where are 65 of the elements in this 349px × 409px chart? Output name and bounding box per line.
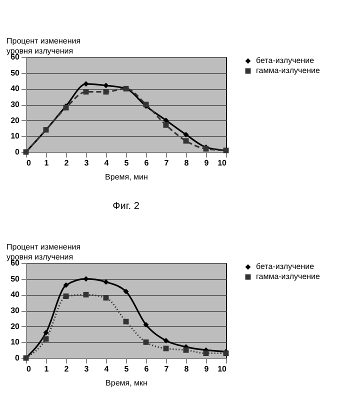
y-tick-label: 30 — [10, 306, 20, 315]
point — [203, 350, 209, 356]
point — [103, 82, 109, 88]
y-tick-label: 40 — [10, 290, 20, 300]
legend-label: бета-излучение — [256, 262, 315, 271]
x-tick-label: 4 — [104, 158, 110, 168]
x-tick-label: 9 — [204, 158, 210, 168]
x-tick-label: 0 — [26, 364, 32, 374]
point — [103, 279, 109, 285]
x-tick-label: 7 — [164, 158, 170, 168]
y-tick-label: 10 — [10, 132, 20, 141]
point — [123, 288, 129, 294]
x-axis-title: Время, мин — [105, 172, 148, 182]
y-tick-label: 30 — [10, 100, 20, 109]
legend-label: гамма-излучение — [256, 272, 321, 281]
y-tick-label: 20 — [10, 322, 20, 331]
x-tick-label: 4 — [104, 364, 110, 374]
x-tick-label: 6 — [144, 364, 150, 374]
y-tick-label: 60 — [10, 52, 20, 62]
point — [63, 282, 69, 288]
x-tick-label: 2 — [64, 158, 70, 168]
x-tick-label: 0 — [26, 158, 32, 168]
point — [43, 330, 49, 336]
point — [123, 318, 129, 324]
point — [83, 81, 89, 87]
x-tick-label: 10 — [218, 364, 228, 374]
point — [163, 338, 169, 344]
point — [103, 295, 109, 301]
point — [183, 347, 189, 353]
y-tick-label: 0 — [15, 148, 20, 156]
x-tick-label: 6 — [144, 158, 150, 168]
point — [143, 339, 149, 345]
x-tick-label: 8 — [184, 158, 190, 168]
point — [63, 294, 69, 299]
x-tick-label: 9 — [204, 364, 210, 374]
x-tick-label: 2 — [64, 364, 70, 374]
x-tick-label: 10 — [218, 158, 228, 168]
x-axis-title: Время, мкн — [106, 378, 148, 388]
point — [83, 89, 89, 95]
x-tick-label: 5 — [124, 158, 130, 168]
y-tick-label: 50 — [10, 68, 20, 78]
point — [83, 276, 89, 282]
point — [183, 138, 189, 144]
y-tick-label: 0 — [15, 354, 20, 362]
x-tick-label: 1 — [44, 364, 50, 374]
legend-label: гамма-излучение — [256, 66, 321, 75]
y-tick-label: 40 — [10, 84, 20, 94]
y-tick-label: 10 — [10, 338, 20, 347]
text: Фиг. 2 — [112, 201, 140, 212]
y-axis-title: Процент изменения уровня излучения — [6, 36, 81, 56]
point — [103, 89, 109, 95]
x-tick-label: 8 — [184, 364, 190, 374]
y-tick-label: 60 — [10, 258, 20, 268]
x-tick-label: 7 — [164, 364, 170, 374]
x-tick-label: 3 — [84, 158, 90, 168]
y-tick-label: 50 — [10, 274, 20, 284]
y-axis-title: Процент изменения уровня излучения — [6, 242, 81, 262]
x-tick-label: 1 — [44, 158, 50, 168]
point — [183, 132, 189, 138]
point — [83, 292, 89, 298]
x-tick-label: 3 — [84, 364, 90, 374]
x-tick-label: 5 — [124, 364, 130, 374]
legend-label: бета-излучение — [256, 56, 315, 65]
point — [163, 122, 169, 128]
y-tick-label: 20 — [10, 116, 20, 125]
